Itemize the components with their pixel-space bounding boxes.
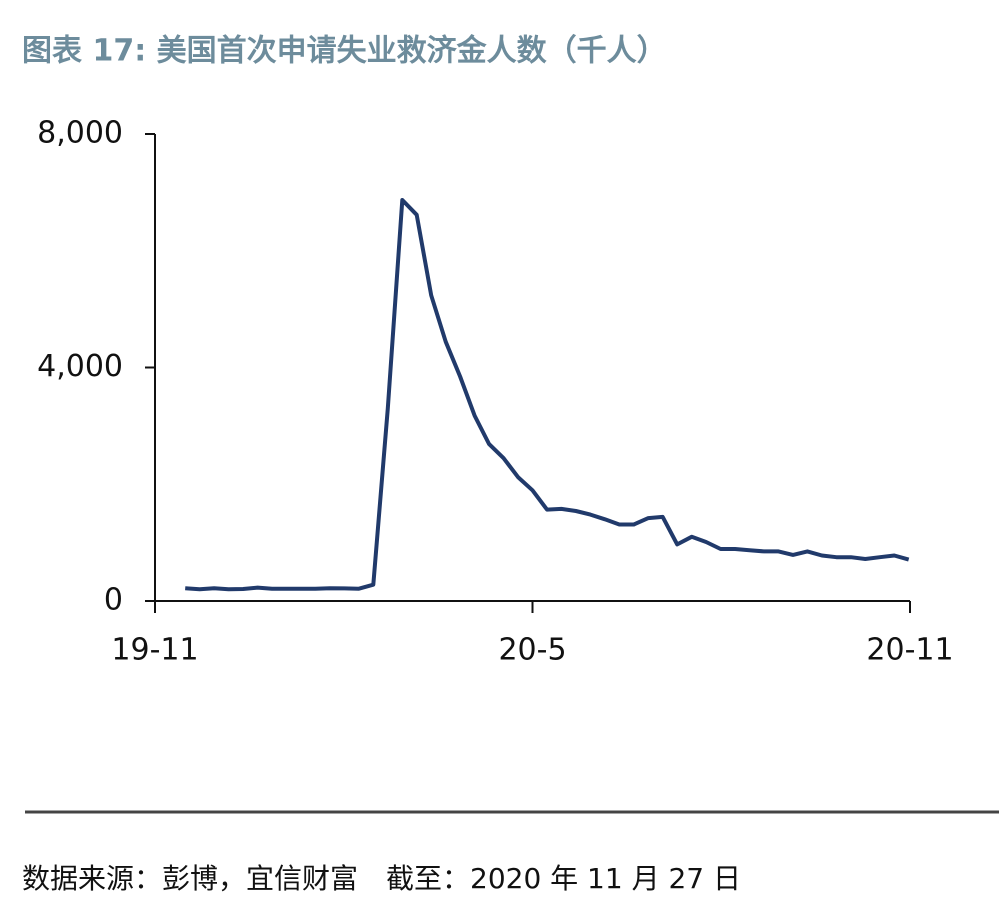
data-line (185, 198, 910, 592)
source-note: 数据来源：彭博，宜信财富 截至：2020 年 11 月 27 日 (22, 862, 741, 895)
y-tick-label: 0 (104, 583, 123, 618)
chart-title: 图表 17: 美国首次申请失业救济金人数（千人） (22, 34, 667, 69)
y-tick-label: 4,000 (37, 349, 123, 384)
y-tick-label: 8,000 (37, 116, 123, 151)
x-tick-label: 20-11 (866, 633, 953, 668)
x-tick-label: 20-5 (498, 633, 566, 668)
x-tick-label: 19-11 (111, 633, 198, 668)
